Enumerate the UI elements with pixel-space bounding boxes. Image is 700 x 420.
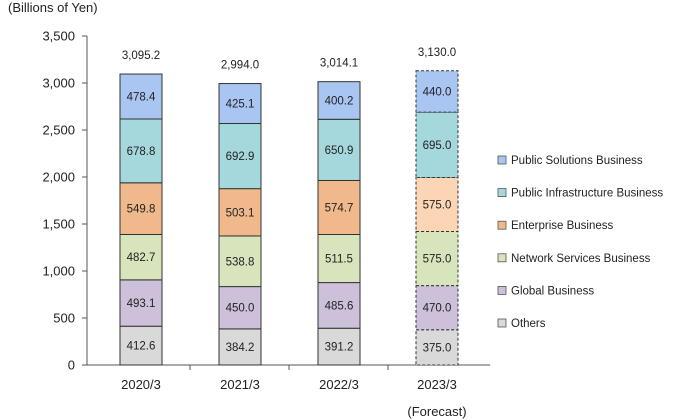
y-tick-label: 500 bbox=[53, 311, 75, 326]
bar-segment bbox=[119, 233, 163, 281]
x-category-label: 2021/3 bbox=[220, 377, 260, 392]
bar-segment bbox=[317, 179, 361, 235]
bar-segment-label: 650.9 bbox=[325, 145, 354, 157]
bar-segment bbox=[218, 123, 262, 190]
bar-segment-label: 503.1 bbox=[226, 207, 255, 219]
bar-segment-label: 549.8 bbox=[127, 204, 156, 216]
legend-swatch bbox=[497, 318, 507, 328]
legend-entry-label: Public Solutions Business bbox=[511, 155, 643, 167]
axes: 0 500 1,000 1,500 2,000 2,500 3,000 3,500 bbox=[42, 29, 490, 373]
bar-segment-label: 470.0 bbox=[423, 303, 452, 315]
bar-segment-label: 412.6 bbox=[127, 341, 156, 353]
legend-swatch bbox=[497, 155, 507, 165]
legend-swatch bbox=[497, 253, 507, 263]
bar-total-label: 3,130.0 bbox=[418, 47, 456, 59]
bar-segment-label: 695.0 bbox=[423, 140, 452, 152]
bar-segment bbox=[317, 327, 361, 366]
bar-segment bbox=[218, 328, 262, 366]
legend: Public Solutions Business Public Infrastr… bbox=[497, 155, 663, 330]
x-category-label: 2023/3 bbox=[417, 377, 457, 392]
bar-segment-label: 692.9 bbox=[226, 151, 255, 163]
bar-segment bbox=[415, 111, 459, 178]
bar-segment bbox=[317, 81, 361, 120]
bars: 412.6 493.1 482.7 549.8 678.8 478.4 3,095.2 202… bbox=[119, 47, 467, 419]
bar-segment bbox=[317, 282, 361, 329]
bar-segment-label: 511.5 bbox=[325, 254, 353, 266]
bar-segment-label: 575.0 bbox=[423, 254, 452, 266]
y-tick-label: 1,500 bbox=[42, 217, 75, 232]
legend-entry-label: Network Services Business bbox=[511, 253, 651, 265]
y-tick-label: 2,000 bbox=[42, 170, 75, 185]
bar-segment bbox=[218, 188, 262, 237]
bar-segment bbox=[119, 182, 163, 235]
bar-segment bbox=[415, 176, 459, 233]
bar-segment bbox=[317, 233, 361, 284]
bar-segment-label: 450.0 bbox=[226, 303, 255, 315]
bar-segment bbox=[218, 235, 262, 288]
bar-segment-label: 678.8 bbox=[127, 146, 156, 158]
bar-segment-label: 375.0 bbox=[423, 342, 452, 354]
bar-segment-label: 400.2 bbox=[325, 95, 354, 107]
bar-segment-label: 440.0 bbox=[423, 86, 452, 98]
bar-segment bbox=[218, 83, 262, 125]
y-tick-label: 2,500 bbox=[42, 123, 75, 138]
bar-segment bbox=[415, 70, 459, 113]
bar-segment-label: 391.2 bbox=[325, 342, 354, 354]
bar-segment-label: 384.2 bbox=[226, 342, 255, 354]
legend-swatch bbox=[497, 188, 507, 198]
bar-segment bbox=[119, 118, 163, 184]
bar-segment-label: 575.0 bbox=[423, 199, 452, 211]
bar-segment bbox=[415, 285, 459, 331]
legend-swatch bbox=[497, 285, 507, 295]
bar-segment-label: 493.1 bbox=[127, 298, 156, 310]
bar-segment-label: 485.6 bbox=[325, 300, 354, 312]
bar-total-label: 2,994.0 bbox=[221, 60, 259, 72]
y-axis-unit-label: (Billions of Yen) bbox=[8, 0, 98, 15]
bar-segment bbox=[218, 286, 262, 330]
x-category-note: (Forecast) bbox=[407, 404, 466, 419]
y-tick-label: 0 bbox=[68, 358, 75, 373]
bar-segment bbox=[119, 279, 163, 327]
legend-entry-label: Enterprise Business bbox=[511, 220, 614, 232]
bar-segment-label: 538.8 bbox=[226, 256, 255, 268]
legend-entry-label: Global Business bbox=[511, 285, 594, 297]
bar-total-label: 3,014.1 bbox=[320, 58, 358, 70]
y-tick-label: 3,000 bbox=[42, 76, 75, 91]
legend-entry-label: Others bbox=[511, 318, 546, 330]
bar-segment-label: 425.1 bbox=[226, 99, 255, 111]
bar-segment bbox=[415, 231, 459, 287]
bar-segment-label: 482.7 bbox=[127, 252, 156, 264]
bar-segment-label: 574.7 bbox=[325, 202, 354, 214]
legend-swatch bbox=[497, 220, 507, 230]
bar-segment-label: 478.4 bbox=[127, 92, 156, 104]
x-category-label: 2020/3 bbox=[121, 377, 161, 392]
y-tick-label: 3,500 bbox=[42, 29, 75, 44]
bar-total-label: 3,095.2 bbox=[122, 50, 160, 62]
bar-segment bbox=[119, 73, 163, 120]
x-category-label: 2022/3 bbox=[319, 377, 359, 392]
legend-entry-label: Public Infrastructure Business bbox=[511, 188, 663, 200]
y-tick-label: 1,000 bbox=[42, 264, 75, 279]
